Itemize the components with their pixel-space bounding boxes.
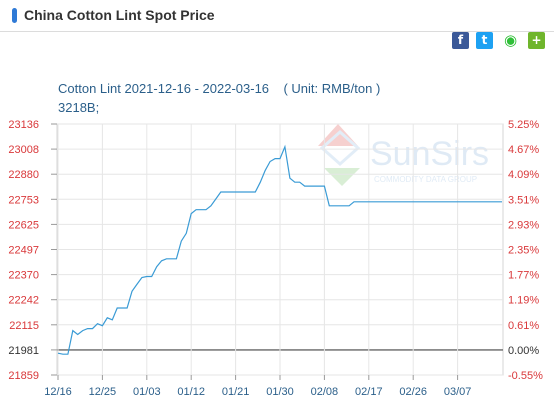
x-tick-label: 02/26: [399, 386, 427, 398]
y-tick-label-left: 21981: [8, 345, 39, 357]
more-share-icon[interactable]: +: [528, 32, 545, 49]
y-tick-label-right: 1.77%: [508, 270, 539, 282]
y-tick-label-right: 2.35%: [508, 245, 539, 257]
x-tick-label: 01/21: [222, 386, 250, 398]
y-tick-label-right: -0.55%: [508, 370, 543, 382]
x-tick-label: 01/12: [177, 386, 205, 398]
series-line: [57, 144, 502, 355]
y-tick-label-right: 5.25%: [508, 119, 539, 131]
x-tick-label: 03/07: [444, 386, 472, 398]
x-tick-label: 12/16: [44, 386, 72, 398]
x-tick-label: 01/30: [266, 386, 294, 398]
header-accent-bar: [12, 8, 17, 23]
header-divider: [0, 31, 554, 32]
y-tick-label-left: 22753: [8, 194, 39, 206]
y-tick-label-left: 23136: [8, 119, 39, 131]
x-tick-label: 12/25: [89, 386, 117, 398]
y-tick-label-right: 1.19%: [508, 295, 539, 307]
twitter-share-icon[interactable]: t: [476, 32, 493, 49]
y-tick-label-left: 22497: [8, 245, 39, 257]
watermark-diamond-blue: [319, 129, 361, 167]
x-tick-label: 01/03: [133, 386, 161, 398]
y-tick-label-right: 0.61%: [508, 320, 539, 332]
wechat-share-icon[interactable]: ◉: [502, 31, 519, 49]
facebook-share-icon[interactable]: f: [452, 32, 469, 49]
y-tick-label-left: 22242: [8, 295, 39, 307]
chart-subtitle: 3218B;: [58, 100, 100, 115]
x-tick-label: 02/08: [311, 386, 339, 398]
chart-title: Cotton Lint 2021-12-16 - 2022-03-16 ( Un…: [58, 81, 381, 96]
y-tick-label-left: 22625: [8, 219, 39, 231]
y-tick-label-left: 22880: [8, 169, 39, 181]
page-title: China Cotton Lint Spot Price: [24, 7, 215, 23]
y-tick-label-right: 2.93%: [508, 219, 539, 231]
watermark-roof-red: [318, 124, 358, 146]
sunsirs-watermark: SunSirs COMMODITY DATA GROUP: [318, 124, 489, 186]
y-tick-label-right: 4.67%: [508, 144, 539, 156]
watermark-brand: SunSirs: [370, 135, 489, 173]
y-tick-label-left: 22370: [8, 270, 39, 282]
watermark-base-green: [324, 168, 360, 186]
y-tick-label-right: 3.51%: [508, 194, 539, 206]
y-tick-label-left: 23008: [8, 144, 39, 156]
y-tick-label-right: 4.09%: [508, 169, 539, 181]
y-tick-label-left: 21859: [8, 370, 39, 382]
y-tick-label-left: 22115: [9, 320, 39, 332]
page-header: China Cotton Lint Spot Price: [0, 0, 554, 32]
x-tick-label: 02/17: [355, 386, 383, 398]
y-tick-label-right: 0.00%: [508, 345, 539, 357]
watermark-tagline: COMMODITY DATA GROUP: [374, 175, 477, 184]
